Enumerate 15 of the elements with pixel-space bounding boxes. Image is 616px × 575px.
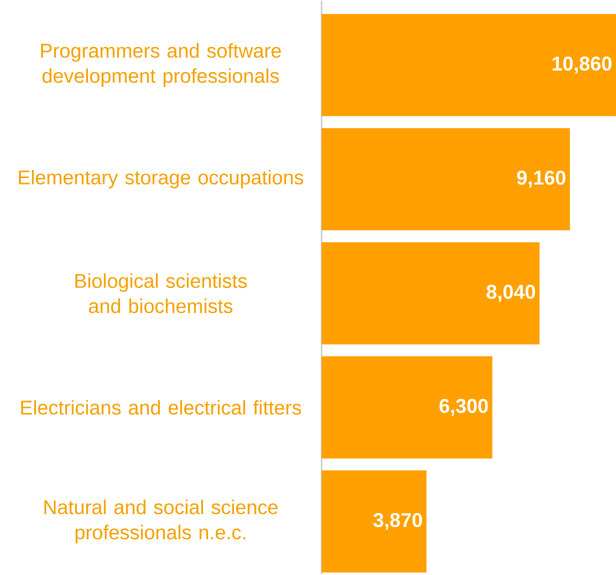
bar <box>322 128 570 230</box>
y-tick-label: Electricians and electrical fitters <box>21 400 301 415</box>
bar <box>322 470 426 573</box>
data-label: 10,860 <box>552 56 612 74</box>
bar <box>322 14 616 116</box>
bar <box>322 356 492 459</box>
data-label: 6,300 <box>440 398 488 416</box>
data-label: 9,160 <box>517 170 566 188</box>
data-label: 3,870 <box>373 513 422 530</box>
bar <box>322 242 540 344</box>
data-label: 8,040 <box>486 284 536 302</box>
y-tick-label: Biological scientists and biochemists <box>75 273 247 314</box>
y-tick-label: Natural and social science professionals n.e.c. <box>44 500 278 544</box>
y-tick-label: Programmers and software development professionals <box>41 43 281 87</box>
y-tick-label: Elementary storage occupations <box>18 170 304 189</box>
